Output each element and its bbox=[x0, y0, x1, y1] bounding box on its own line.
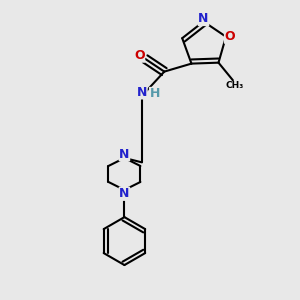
Text: CH₃: CH₃ bbox=[225, 82, 244, 91]
Text: N: N bbox=[119, 187, 130, 200]
Text: N: N bbox=[198, 13, 209, 26]
Text: O: O bbox=[134, 49, 145, 62]
Text: N: N bbox=[119, 148, 130, 161]
Text: O: O bbox=[224, 30, 235, 43]
Text: N: N bbox=[137, 86, 147, 99]
Text: H: H bbox=[149, 88, 160, 100]
